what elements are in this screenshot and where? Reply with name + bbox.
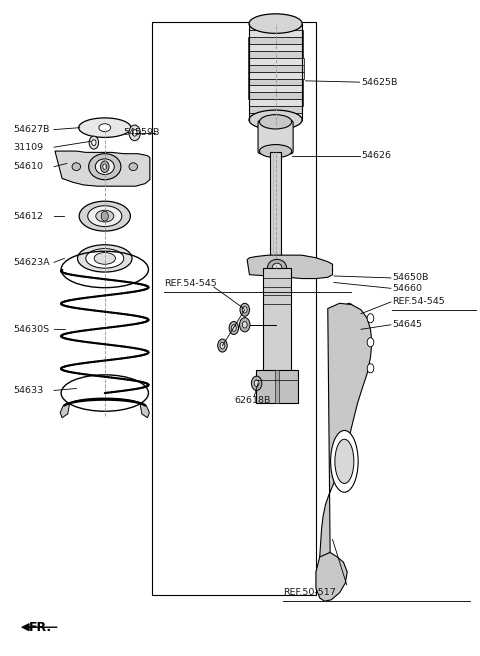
Text: 54625B: 54625B bbox=[361, 77, 397, 87]
Ellipse shape bbox=[72, 163, 81, 171]
Ellipse shape bbox=[129, 125, 140, 140]
Text: REF.54-545: REF.54-545 bbox=[392, 297, 444, 306]
Text: 54612: 54612 bbox=[13, 212, 43, 220]
Bar bbox=[248, 44, 303, 51]
Text: 54626: 54626 bbox=[361, 151, 391, 160]
Ellipse shape bbox=[367, 364, 374, 373]
Bar bbox=[248, 79, 303, 85]
Bar bbox=[248, 92, 303, 99]
Ellipse shape bbox=[367, 338, 374, 347]
Ellipse shape bbox=[252, 376, 262, 390]
Ellipse shape bbox=[88, 206, 122, 226]
Bar bbox=[248, 51, 303, 58]
Ellipse shape bbox=[100, 161, 109, 173]
Ellipse shape bbox=[260, 115, 292, 129]
Ellipse shape bbox=[367, 314, 374, 323]
Text: 54630S: 54630S bbox=[13, 325, 49, 334]
Ellipse shape bbox=[89, 136, 98, 149]
Bar bbox=[249, 99, 302, 106]
Ellipse shape bbox=[86, 249, 124, 268]
Ellipse shape bbox=[89, 154, 121, 180]
Bar bbox=[248, 37, 303, 44]
Text: 54660: 54660 bbox=[392, 285, 422, 293]
Ellipse shape bbox=[249, 110, 302, 130]
FancyBboxPatch shape bbox=[258, 121, 293, 154]
Ellipse shape bbox=[99, 124, 111, 132]
Ellipse shape bbox=[132, 130, 137, 136]
Ellipse shape bbox=[103, 164, 107, 169]
Ellipse shape bbox=[94, 253, 116, 264]
Ellipse shape bbox=[229, 321, 239, 335]
Text: 54645: 54645 bbox=[392, 320, 422, 329]
Text: REF.54-545: REF.54-545 bbox=[164, 279, 217, 288]
Polygon shape bbox=[247, 255, 333, 279]
Polygon shape bbox=[60, 403, 70, 418]
Ellipse shape bbox=[260, 144, 292, 157]
Ellipse shape bbox=[77, 245, 132, 272]
Polygon shape bbox=[320, 303, 372, 559]
Ellipse shape bbox=[345, 316, 353, 327]
Ellipse shape bbox=[254, 380, 259, 386]
Ellipse shape bbox=[101, 211, 108, 221]
Ellipse shape bbox=[79, 118, 131, 137]
Text: 31109: 31109 bbox=[13, 142, 43, 152]
Ellipse shape bbox=[240, 318, 250, 332]
Text: 54610: 54610 bbox=[13, 162, 43, 171]
Bar bbox=[263, 268, 291, 373]
Ellipse shape bbox=[345, 303, 353, 314]
Ellipse shape bbox=[129, 163, 138, 171]
Text: 54650B: 54650B bbox=[392, 274, 428, 283]
Bar bbox=[248, 65, 303, 72]
Bar bbox=[248, 58, 303, 65]
Text: 54623A: 54623A bbox=[13, 258, 50, 267]
Bar bbox=[270, 152, 281, 258]
Ellipse shape bbox=[240, 303, 250, 316]
Ellipse shape bbox=[96, 159, 114, 174]
Bar bbox=[275, 370, 279, 403]
Text: 54559B: 54559B bbox=[124, 129, 160, 137]
Ellipse shape bbox=[267, 259, 287, 276]
Ellipse shape bbox=[335, 440, 354, 483]
Polygon shape bbox=[55, 151, 150, 186]
Polygon shape bbox=[140, 403, 149, 418]
Text: 62618B: 62618B bbox=[234, 396, 271, 405]
Ellipse shape bbox=[220, 342, 225, 349]
Ellipse shape bbox=[231, 325, 236, 331]
Text: FR.: FR. bbox=[29, 621, 52, 634]
Ellipse shape bbox=[92, 140, 96, 146]
Ellipse shape bbox=[272, 263, 282, 272]
Bar bbox=[256, 370, 299, 403]
Text: 54633: 54633 bbox=[13, 386, 44, 395]
Ellipse shape bbox=[331, 430, 358, 492]
Ellipse shape bbox=[242, 306, 247, 313]
Bar bbox=[248, 72, 303, 79]
Bar bbox=[249, 30, 302, 37]
Text: 54627B: 54627B bbox=[13, 125, 49, 134]
Bar bbox=[249, 24, 302, 30]
Text: REF.50-517: REF.50-517 bbox=[283, 588, 336, 597]
Ellipse shape bbox=[218, 339, 227, 352]
Bar bbox=[152, 22, 316, 595]
Bar bbox=[248, 85, 303, 92]
Bar bbox=[250, 113, 301, 120]
Polygon shape bbox=[316, 552, 347, 601]
Ellipse shape bbox=[242, 321, 247, 328]
Bar bbox=[249, 106, 302, 113]
Ellipse shape bbox=[96, 211, 114, 222]
Ellipse shape bbox=[79, 201, 131, 231]
Ellipse shape bbox=[249, 14, 302, 33]
